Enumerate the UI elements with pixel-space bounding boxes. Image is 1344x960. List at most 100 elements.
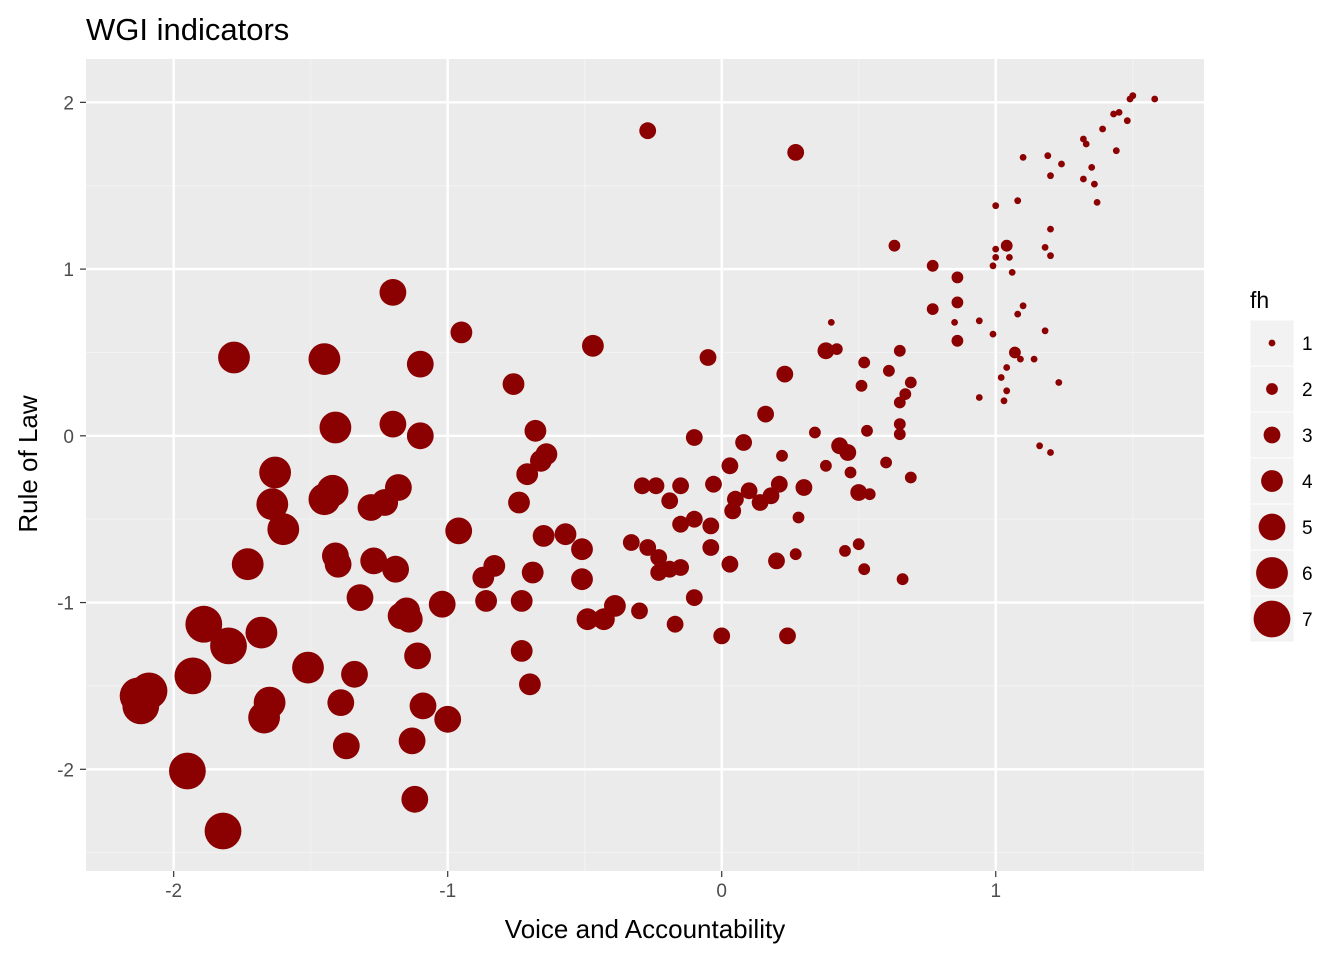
legend-key-point bbox=[1256, 557, 1288, 589]
data-point bbox=[685, 429, 703, 446]
data-point bbox=[795, 479, 813, 496]
data-point bbox=[896, 573, 909, 586]
data-point bbox=[521, 561, 544, 584]
data-point bbox=[685, 589, 703, 606]
data-point bbox=[530, 449, 552, 472]
data-point bbox=[409, 692, 437, 720]
data-point bbox=[1088, 164, 1096, 171]
data-point bbox=[346, 584, 374, 611]
data-point bbox=[1151, 95, 1159, 103]
data-point bbox=[218, 341, 250, 374]
data-point bbox=[770, 475, 788, 493]
data-point bbox=[776, 365, 794, 383]
data-point bbox=[724, 502, 742, 520]
data-point bbox=[532, 525, 555, 547]
data-point bbox=[661, 492, 679, 510]
x-tick-label: -1 bbox=[439, 881, 456, 902]
data-point bbox=[926, 303, 939, 315]
data-point bbox=[844, 466, 857, 479]
data-point bbox=[231, 548, 264, 581]
data-point bbox=[185, 605, 223, 643]
legend-label: 7 bbox=[1302, 610, 1313, 631]
data-point bbox=[519, 673, 541, 696]
data-point bbox=[1058, 160, 1065, 168]
data-point bbox=[428, 590, 456, 618]
data-point bbox=[757, 405, 774, 423]
data-point bbox=[989, 330, 997, 338]
data-point bbox=[858, 356, 871, 369]
data-point bbox=[792, 511, 805, 524]
data-point bbox=[839, 545, 851, 557]
data-point bbox=[1112, 147, 1120, 155]
legend-label: 2 bbox=[1302, 380, 1313, 401]
data-point bbox=[1047, 449, 1054, 456]
data-point bbox=[893, 428, 906, 441]
y-axis-title: Rule of Law bbox=[13, 395, 43, 533]
data-point bbox=[951, 271, 964, 284]
data-point bbox=[992, 245, 1000, 253]
data-point bbox=[699, 349, 717, 366]
data-point bbox=[685, 510, 703, 528]
data-point bbox=[650, 564, 668, 581]
legend-label: 1 bbox=[1302, 334, 1313, 355]
data-point bbox=[379, 410, 407, 438]
data-point bbox=[852, 538, 865, 551]
data-point bbox=[893, 418, 906, 430]
data-point bbox=[779, 627, 796, 645]
data-point bbox=[1003, 387, 1011, 395]
data-point bbox=[1080, 175, 1087, 183]
data-point bbox=[880, 456, 892, 469]
data-point bbox=[989, 262, 997, 270]
data-point bbox=[740, 482, 758, 500]
data-point bbox=[204, 812, 242, 850]
data-point bbox=[713, 627, 731, 645]
y-axis: -2 -1 0 1 2 bbox=[57, 93, 86, 781]
data-point bbox=[1047, 252, 1054, 260]
data-point bbox=[809, 426, 821, 439]
data-point bbox=[1055, 379, 1063, 386]
chart-title: WGI indicators bbox=[86, 12, 289, 47]
data-point bbox=[259, 456, 291, 489]
data-point bbox=[883, 364, 895, 377]
data-point bbox=[1019, 154, 1027, 161]
data-point bbox=[1041, 327, 1049, 335]
data-point bbox=[926, 259, 939, 272]
data-point bbox=[1047, 172, 1054, 180]
data-point bbox=[639, 122, 657, 140]
legend-key-point bbox=[1253, 600, 1291, 638]
data-point bbox=[850, 484, 868, 501]
data-point bbox=[1126, 95, 1134, 103]
data-point bbox=[721, 457, 739, 475]
data-point bbox=[450, 321, 473, 344]
data-point bbox=[571, 538, 593, 561]
data-point bbox=[776, 449, 788, 462]
data-point bbox=[332, 732, 360, 760]
data-point bbox=[401, 785, 429, 813]
data-point bbox=[888, 239, 901, 252]
x-axis: -2 -1 0 1 bbox=[165, 871, 1001, 902]
data-point bbox=[631, 602, 648, 620]
data-point bbox=[267, 513, 300, 546]
data-point bbox=[516, 463, 539, 486]
data-point bbox=[622, 534, 640, 551]
data-point bbox=[1014, 310, 1022, 318]
data-point bbox=[672, 515, 689, 533]
data-point bbox=[789, 548, 802, 561]
data-point bbox=[1093, 199, 1101, 206]
data-point bbox=[820, 459, 832, 472]
legend-label: 6 bbox=[1302, 564, 1313, 585]
data-point bbox=[650, 549, 668, 566]
legend-key-point bbox=[1261, 470, 1283, 492]
y-tick-label: 1 bbox=[63, 260, 74, 281]
data-point bbox=[997, 374, 1005, 381]
data-point bbox=[839, 444, 857, 461]
data-point bbox=[861, 424, 873, 437]
data-point bbox=[308, 483, 341, 516]
legend-key-point bbox=[1263, 426, 1281, 444]
y-tick-label: 0 bbox=[63, 427, 74, 448]
plot-panel bbox=[86, 59, 1204, 871]
data-point bbox=[992, 202, 1000, 210]
data-point bbox=[360, 547, 388, 575]
data-point bbox=[1019, 302, 1027, 310]
